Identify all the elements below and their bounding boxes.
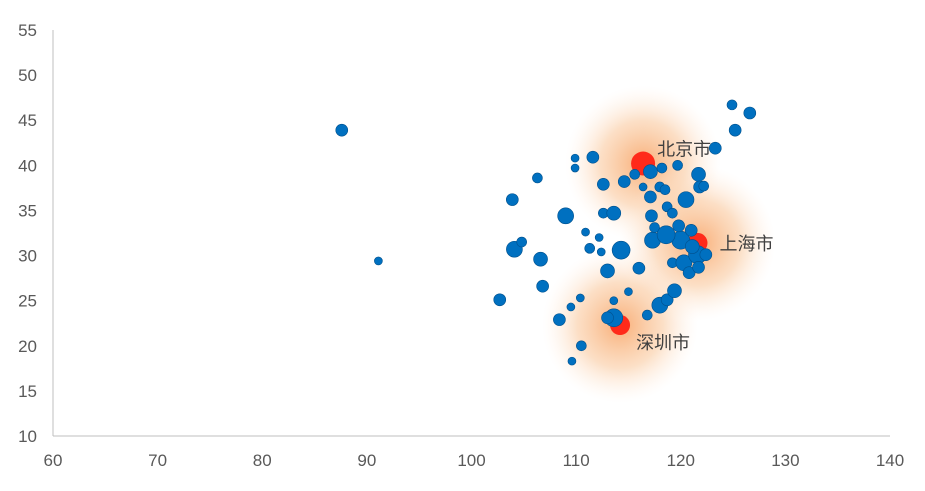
data-point	[557, 207, 574, 225]
data-point	[743, 106, 757, 120]
x-tick-label: 60	[44, 451, 63, 470]
data-point	[708, 141, 722, 155]
data-point	[656, 225, 676, 245]
data-point	[576, 293, 585, 303]
data-point	[533, 251, 548, 267]
y-tick-label: 20	[18, 337, 37, 356]
data-point	[728, 123, 742, 137]
data-point	[638, 182, 648, 192]
data-point	[629, 169, 641, 180]
data-point	[617, 175, 631, 188]
data-point	[660, 293, 674, 307]
y-tick-label: 55	[18, 21, 37, 40]
data-point	[643, 164, 658, 179]
x-tick-label: 140	[876, 451, 904, 470]
data-point	[601, 311, 614, 325]
data-point	[335, 123, 349, 137]
data-point	[691, 167, 706, 182]
data-point	[726, 99, 738, 111]
axes: 60 70 80 90 100 110 120 130 140 10 15 20 25 30 35 40 45 5…	[18, 21, 904, 470]
data-point	[516, 236, 528, 248]
data-point	[682, 266, 696, 279]
y-tick-label: 35	[18, 201, 37, 220]
data-point	[632, 261, 646, 275]
x-tick-label: 80	[253, 451, 272, 470]
data-point	[692, 260, 705, 274]
y-tick-label: 50	[18, 66, 37, 85]
data-point	[567, 356, 577, 366]
x-tick-label: 130	[771, 451, 799, 470]
data-point	[576, 340, 587, 352]
data-point	[493, 293, 507, 307]
data-point	[584, 243, 596, 254]
data-point	[374, 256, 383, 266]
data-point	[570, 163, 580, 173]
data-point	[684, 239, 700, 254]
city-label: 北京市	[657, 140, 711, 161]
y-tick-label: 30	[18, 247, 37, 266]
x-tick-label: 90	[357, 451, 376, 470]
data-point	[536, 279, 549, 293]
data-point	[641, 309, 653, 321]
city-label: 深圳市	[636, 333, 690, 354]
x-tick-label: 110	[563, 451, 590, 470]
data-point	[677, 191, 695, 208]
y-tick-label: 10	[18, 427, 37, 446]
data-point	[609, 296, 619, 305]
data-point	[645, 209, 658, 223]
x-tick-label: 100	[457, 451, 485, 470]
data-point	[606, 205, 622, 221]
data-point	[596, 247, 606, 257]
data-point	[644, 190, 657, 204]
data-point	[656, 162, 668, 174]
y-tick-label: 40	[18, 156, 37, 175]
data-point	[586, 150, 600, 164]
data-point	[611, 240, 631, 260]
data-point	[659, 184, 671, 195]
data-point	[684, 223, 698, 237]
data-point	[600, 263, 615, 279]
data-point	[581, 227, 590, 237]
data-point	[566, 302, 576, 312]
data-point	[570, 153, 580, 163]
data-point	[624, 287, 633, 296]
data-point	[672, 160, 683, 171]
city-label: 上海市	[719, 234, 773, 255]
x-tick-label: 70	[148, 451, 167, 470]
data-point	[506, 193, 519, 206]
y-tick-label: 15	[18, 382, 37, 401]
data-point	[532, 172, 543, 184]
x-tick-label: 120	[667, 451, 695, 470]
y-tick-label: 25	[18, 292, 37, 311]
data-point	[553, 313, 566, 326]
data-point	[698, 180, 710, 192]
data-point	[597, 177, 610, 191]
y-tick-label: 45	[18, 111, 37, 130]
data-point	[672, 219, 685, 233]
data-point	[649, 222, 660, 233]
data-point	[667, 283, 682, 299]
data-point	[667, 207, 678, 219]
data-point	[699, 248, 713, 261]
data-point	[594, 233, 604, 242]
data-points	[335, 99, 757, 366]
